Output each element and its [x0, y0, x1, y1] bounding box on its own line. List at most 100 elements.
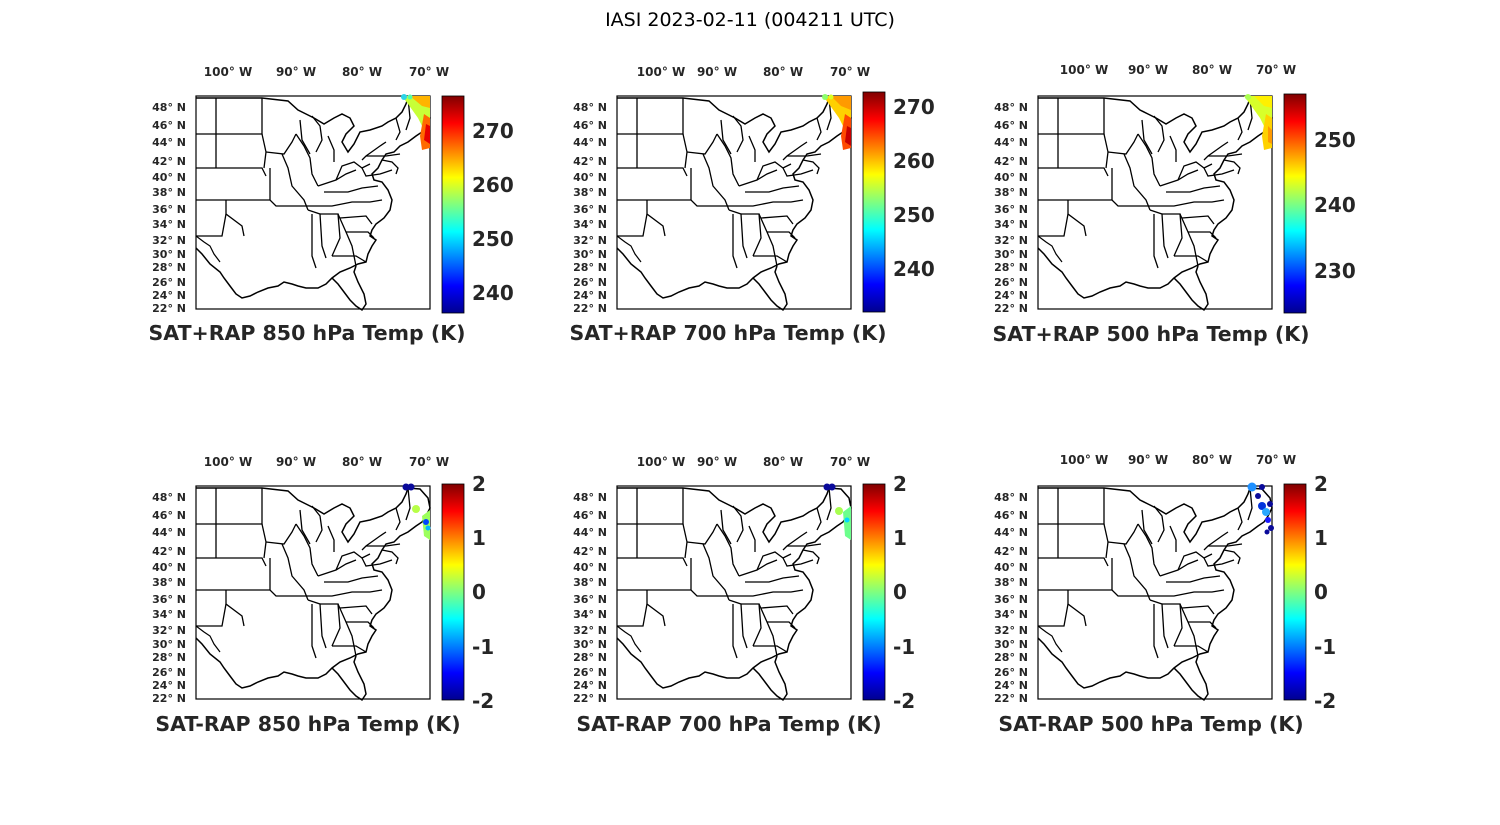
lon-tick-label: 70° W	[409, 65, 449, 79]
lat-tick-label: 24° N	[573, 679, 607, 692]
lat-tick-label: 42° N	[152, 155, 186, 168]
lat-tick-label: 48° N	[573, 101, 607, 114]
panel-title: SAT+RAP 700 hPa Temp (K)	[570, 321, 887, 345]
colorbar-tick-label: 2	[893, 472, 907, 496]
map-panel-500-diff: 100° W 90° W 80° W 70° W 48° N 46° N 44°…	[994, 453, 1336, 736]
lat-tick-label: 46° N	[994, 119, 1028, 132]
map-panel-700-sum: 100° W 90° W 80° W 70° W 48° N 46° N 44°…	[570, 65, 935, 345]
map-panel-850-diff: 100° W 90° W 80° W 70° W 48° N 46° N 44°…	[152, 455, 494, 736]
lat-tick-label: 24° N	[573, 289, 607, 302]
lat-tick-label: 24° N	[994, 289, 1028, 302]
lat-tick-label: 34° N	[152, 218, 186, 231]
panel-title: SAT-RAP 700 hPa Temp (K)	[576, 712, 881, 736]
colorbar-tick-label: 2	[472, 472, 486, 496]
map-frame	[1037, 485, 1273, 700]
lat-tick-label: 48° N	[573, 491, 607, 504]
lat-tick-labels: 48° N 46° N 44° N 42° N 40° N 38° N 36° …	[152, 101, 186, 315]
colorbar-tick-label: 1	[472, 526, 486, 550]
lat-tick-label: 48° N	[152, 101, 186, 114]
lat-tick-label: 22° N	[573, 302, 607, 315]
lat-tick-label: 42° N	[573, 545, 607, 558]
colorbar	[862, 483, 886, 701]
lon-tick-label: 90° W	[697, 65, 737, 79]
lat-tick-label: 40° N	[994, 171, 1028, 184]
lat-tick-label: 38° N	[994, 186, 1028, 199]
lat-tick-label: 28° N	[152, 261, 186, 274]
lat-tick-label: 46° N	[573, 119, 607, 132]
colorbar	[441, 483, 465, 701]
map-frame	[1037, 95, 1273, 310]
lon-tick-label: 70° W	[1256, 453, 1296, 467]
lon-tick-label: 80° W	[1192, 63, 1232, 77]
lat-tick-label: 24° N	[994, 679, 1028, 692]
observation-points	[1247, 482, 1274, 535]
lon-tick-labels: 100° W 90° W 80° W 70° W	[204, 65, 449, 79]
map-panel-850-sum: 100° W 90° W 80° W 70° W 48° N 46° N 44°…	[149, 65, 514, 345]
lat-tick-labels: 48° N 46° N 44° N 42° N 40° N 38° N 36° …	[573, 491, 607, 705]
lat-tick-label: 36° N	[152, 593, 186, 606]
lat-tick-label: 40° N	[573, 171, 607, 184]
lat-tick-label: 32° N	[573, 624, 607, 637]
colorbar-tick-label: 260	[893, 149, 935, 173]
colorbar-tick-label: -1	[472, 635, 494, 659]
lat-tick-label: 28° N	[573, 261, 607, 274]
lat-tick-label: 38° N	[994, 576, 1028, 589]
map-panel-500-sum: 100° W 90° W 80° W 70° W 48° N 46° N 44°…	[993, 63, 1356, 346]
lat-tick-label: 32° N	[994, 624, 1028, 637]
colorbar-tick-label: 250	[472, 227, 514, 251]
lat-tick-label: 24° N	[152, 289, 186, 302]
lat-tick-label: 38° N	[573, 186, 607, 199]
lat-tick-label: 30° N	[152, 248, 186, 261]
colorbar-tick-label: -2	[893, 689, 915, 713]
colorbar-tick-label: 240	[472, 281, 514, 305]
lon-tick-labels: 100° W 90° W 80° W 70° W	[1060, 453, 1296, 467]
colorbar-tick-label: 240	[893, 257, 935, 281]
colorbar	[441, 95, 465, 314]
lat-tick-label: 46° N	[573, 509, 607, 522]
lon-tick-labels: 100° W 90° W 80° W 70° W	[637, 455, 870, 469]
lon-tick-label: 90° W	[1128, 453, 1168, 467]
lat-tick-label: 44° N	[152, 136, 186, 149]
lat-tick-label: 34° N	[152, 608, 186, 621]
colorbar-tick-label: 0	[1314, 580, 1328, 604]
lat-tick-label: 28° N	[152, 651, 186, 664]
lat-tick-label: 44° N	[573, 136, 607, 149]
lat-tick-label: 28° N	[994, 651, 1028, 664]
lat-tick-label: 28° N	[994, 261, 1028, 274]
lon-tick-labels: 100° W 90° W 80° W 70° W	[204, 455, 449, 469]
lat-tick-label: 46° N	[152, 119, 186, 132]
lat-tick-label: 26° N	[994, 666, 1028, 679]
lat-tick-label: 34° N	[573, 608, 607, 621]
map-frame	[195, 485, 431, 700]
lat-tick-label: 46° N	[152, 509, 186, 522]
lon-tick-label: 70° W	[830, 455, 870, 469]
lat-tick-label: 22° N	[994, 692, 1028, 705]
map-frame	[616, 95, 852, 310]
colorbar-tick-label: 0	[472, 580, 486, 604]
lat-tick-label: 36° N	[573, 593, 607, 606]
lon-tick-labels: 100° W 90° W 80° W 70° W	[1060, 63, 1296, 77]
lat-tick-labels: 48° N 46° N 44° N 42° N 40° N 38° N 36° …	[994, 491, 1028, 705]
lat-tick-label: 26° N	[152, 666, 186, 679]
lat-tick-label: 40° N	[573, 561, 607, 574]
map-panel-700-diff: 100° W 90° W 80° W 70° W 48° N 46° N 44°…	[573, 455, 915, 736]
lat-tick-label: 34° N	[994, 218, 1028, 231]
lat-tick-labels: 48° N 46° N 44° N 42° N 40° N 38° N 36° …	[573, 101, 607, 315]
lat-tick-label: 48° N	[994, 491, 1028, 504]
lon-tick-label: 90° W	[276, 455, 316, 469]
lon-tick-label: 100° W	[1060, 453, 1108, 467]
lat-tick-label: 48° N	[994, 101, 1028, 114]
lat-tick-label: 36° N	[994, 203, 1028, 216]
colorbar-tick-label: 250	[893, 203, 935, 227]
lat-tick-label: 30° N	[152, 638, 186, 651]
observation-points	[823, 483, 851, 540]
lon-tick-label: 90° W	[276, 65, 316, 79]
colorbar-tick-label: -2	[1314, 689, 1336, 713]
observation-swath	[401, 94, 430, 150]
lon-tick-label: 100° W	[1060, 63, 1108, 77]
colorbar-tick-label: 230	[1314, 259, 1356, 283]
lon-tick-labels: 100° W 90° W 80° W 70° W	[637, 65, 870, 79]
lat-tick-label: 38° N	[152, 186, 186, 199]
lat-tick-label: 42° N	[994, 545, 1028, 558]
lat-tick-labels: 48° N 46° N 44° N 42° N 40° N 38° N 36° …	[994, 101, 1028, 315]
